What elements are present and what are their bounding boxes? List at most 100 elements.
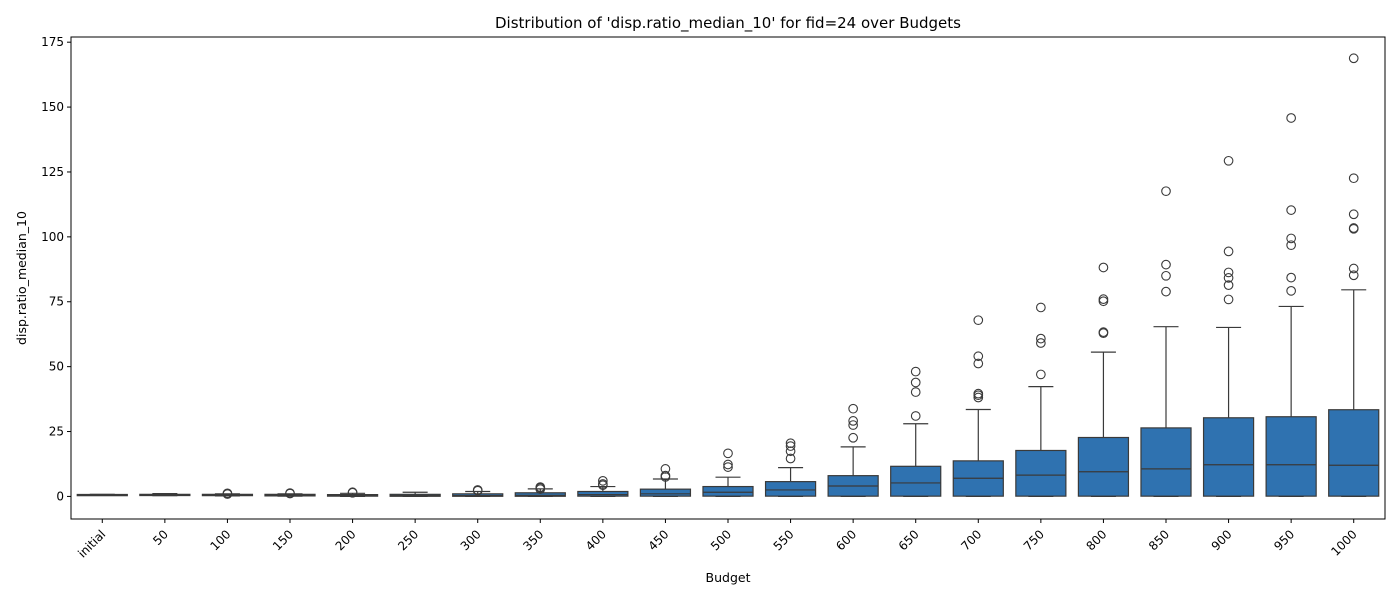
outlier-point	[1161, 186, 1171, 197]
x-tick-label: 150	[270, 527, 296, 553]
x-axis: initial 50 100 150 200 250 300 350 400 450 500 550 6…	[75, 519, 1360, 560]
outlier-point	[1348, 209, 1359, 220]
box-group-550	[764, 438, 817, 498]
x-tick-label: 650	[896, 527, 922, 553]
box-group-350	[514, 482, 566, 498]
x-axis-title: Budget	[706, 570, 751, 585]
box-iqr	[890, 465, 942, 497]
box-iqr	[1140, 427, 1192, 497]
plot-area	[76, 53, 1380, 499]
outlier-point	[723, 448, 733, 459]
box-group-450	[639, 464, 692, 498]
outlier-point	[910, 387, 921, 397]
outlier-point	[1036, 333, 1046, 344]
outlier-point	[1223, 267, 1234, 278]
outlier-point	[1098, 327, 1109, 337]
x-tick-label: 250	[395, 527, 421, 553]
outlier-point	[1348, 223, 1359, 233]
y-axis-title: disp.ratio_median_10	[14, 211, 29, 345]
outlier-point	[1223, 155, 1234, 166]
outlier-point	[1223, 273, 1234, 283]
outlier-point	[1223, 280, 1234, 290]
box-group-100	[201, 488, 254, 499]
y-tick-label: 25	[49, 425, 64, 439]
box-iqr	[1077, 436, 1130, 497]
x-tick-label: 100	[207, 527, 233, 553]
outlier-point	[910, 366, 921, 377]
outlier-point	[973, 388, 984, 399]
y-tick-label: 75	[49, 295, 64, 309]
box-group-250	[389, 491, 441, 498]
outlier-point	[1036, 302, 1046, 313]
x-tick-label: 400	[583, 527, 609, 553]
outlier-point	[660, 464, 671, 474]
outlier-point	[785, 446, 796, 457]
outlier-point	[848, 403, 858, 414]
box-group-650	[890, 366, 942, 498]
outlier-point	[973, 392, 984, 403]
x-tick-label: 550	[771, 527, 797, 553]
outlier-point	[1348, 270, 1359, 281]
box-group-750	[1015, 302, 1067, 498]
box-group-300	[452, 485, 504, 498]
outlier-point	[598, 475, 608, 486]
outlier-point	[1161, 259, 1171, 270]
y-tick-label: 0	[56, 489, 64, 503]
x-tick-label: 300	[458, 527, 484, 553]
outlier-point	[472, 485, 483, 495]
box-group-50	[139, 492, 191, 497]
y-axis: 0 25 50 75 100 125 150 175	[41, 35, 71, 503]
outlier-point	[1036, 369, 1046, 380]
outlier-point	[785, 453, 796, 464]
box-group-950	[1265, 113, 1317, 498]
box-group-400	[577, 475, 629, 498]
x-tick-label: 800	[1083, 527, 1109, 553]
box-iqr	[1265, 416, 1317, 497]
box-iqr	[1328, 409, 1380, 497]
box-iqr	[514, 492, 566, 497]
x-tick-label: 50	[150, 527, 171, 548]
outlier-point	[910, 377, 921, 388]
box-iqr	[764, 481, 817, 497]
box-group-150	[264, 488, 316, 499]
outlier-point	[1098, 262, 1109, 273]
outlier-point	[910, 411, 921, 421]
outlier-point	[973, 315, 984, 326]
outlier-point	[1286, 272, 1296, 283]
box-iqr	[1202, 417, 1255, 497]
box-group-initial	[76, 493, 128, 497]
x-tick-label: 200	[333, 527, 359, 553]
y-tick-label: 175	[41, 35, 64, 49]
outlier-point	[347, 487, 358, 498]
x-tick-label: 700	[958, 527, 984, 553]
outlier-point	[1036, 338, 1046, 348]
y-tick-label: 50	[49, 360, 64, 374]
x-tick-label: initial	[75, 527, 108, 560]
outlier-point	[723, 462, 733, 472]
box-iqr	[1015, 449, 1067, 497]
box-group-500	[702, 448, 754, 498]
y-tick-label: 125	[41, 165, 64, 179]
box-group-600	[827, 403, 879, 498]
box-iqr	[639, 488, 692, 497]
box-group-200	[326, 487, 379, 498]
x-tick-label: 1000	[1328, 527, 1359, 558]
outlier-point	[1286, 205, 1296, 215]
outlier-point	[222, 489, 233, 499]
outlier-point	[1161, 286, 1171, 297]
chart-title: Distribution of 'disp.ratio_median_10' f…	[495, 14, 961, 33]
outlier-point	[1286, 240, 1296, 251]
outlier-point	[1286, 233, 1296, 244]
box-iqr	[577, 490, 629, 497]
x-tick-label: 500	[708, 527, 734, 553]
outlier-point	[1098, 296, 1109, 307]
outlier-point	[973, 351, 984, 362]
x-tick-label: 600	[833, 527, 859, 553]
outlier-point	[1286, 285, 1296, 296]
outlier-point	[660, 470, 671, 481]
outlier-point	[848, 432, 858, 443]
x-tick-label: 850	[1146, 527, 1172, 553]
x-tick-label: 450	[645, 527, 671, 553]
box-iqr	[702, 485, 754, 497]
x-tick-label: 950	[1271, 527, 1297, 553]
